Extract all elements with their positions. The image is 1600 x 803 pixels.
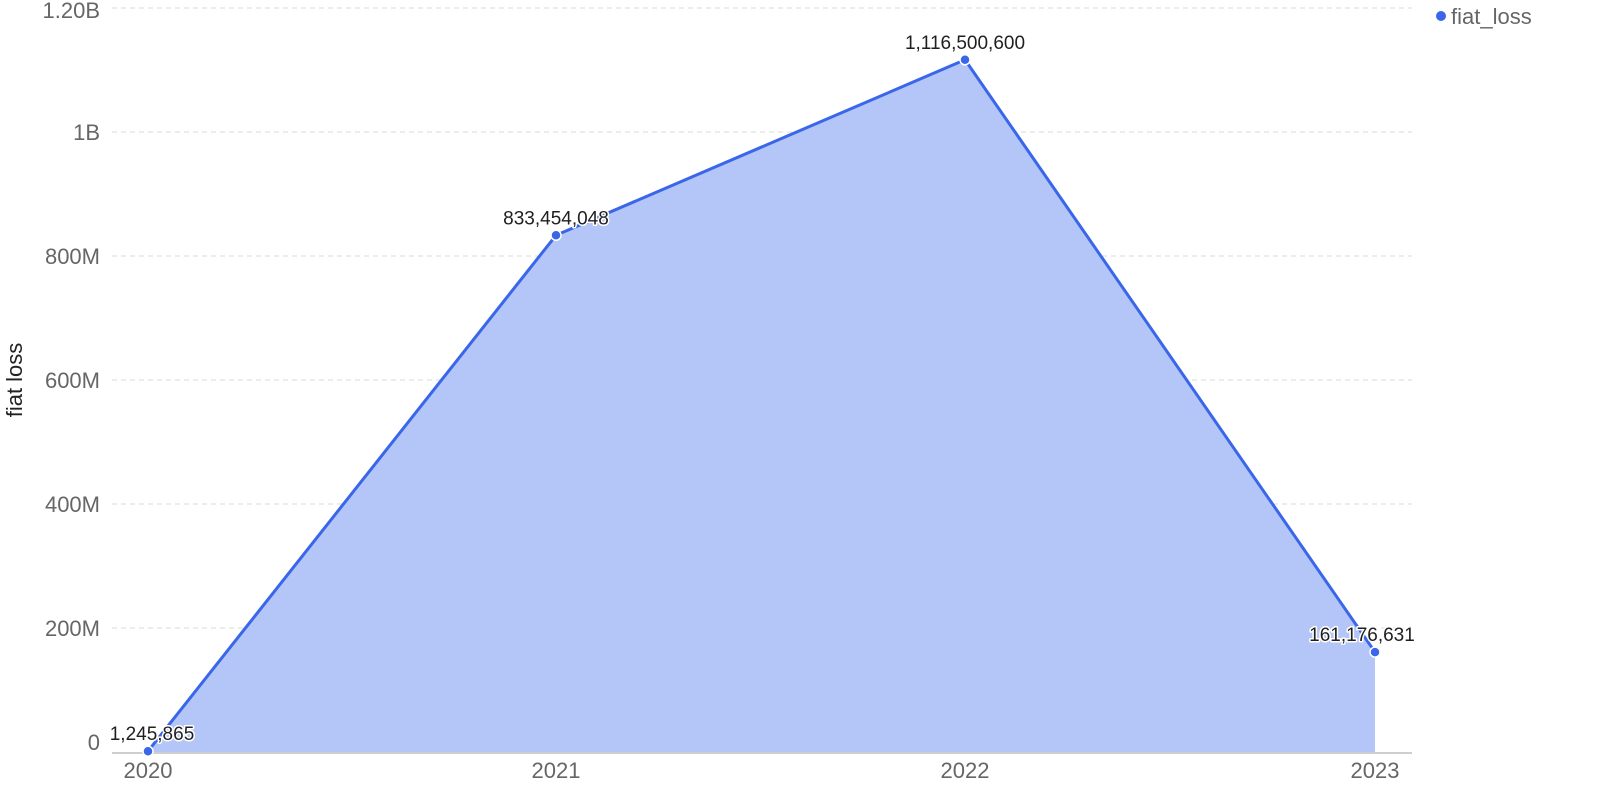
y-tick-label: 0 bbox=[88, 730, 100, 755]
data-point[interactable] bbox=[959, 54, 971, 66]
y-tick-label: 1B bbox=[73, 120, 100, 145]
data-point[interactable] bbox=[550, 229, 562, 242]
y-tick-label: 200M bbox=[45, 616, 100, 641]
y-axis-title: fiat loss bbox=[2, 343, 27, 418]
data-label: 1,245,865 bbox=[110, 724, 195, 745]
series-points bbox=[142, 54, 1381, 757]
data-point[interactable] bbox=[142, 745, 154, 757]
legend-marker-fiat-loss bbox=[1436, 11, 1446, 21]
y-tick-label: 600M bbox=[45, 368, 100, 393]
line-fiat-loss bbox=[146, 58, 1377, 753]
x-tick-label: 2022 bbox=[941, 758, 990, 783]
y-tick-label: 800M bbox=[45, 244, 100, 269]
x-tick-label: 2023 bbox=[1351, 758, 1400, 783]
series-area bbox=[146, 58, 1377, 753]
area-fill-fiat-loss bbox=[148, 59, 1375, 752]
x-tick-label: 2021 bbox=[532, 758, 581, 783]
data-point[interactable] bbox=[1369, 646, 1381, 658]
legend-label-fiat-loss[interactable]: fiat_loss bbox=[1451, 4, 1532, 29]
axes: 0 200M 400M 600M 800M 1B 1.20B 2020 2021 2022 2023 bbox=[43, 0, 1412, 783]
data-labels: 1,245,865 833,454,048 1,116,500,600 161,176… bbox=[108, 31, 1416, 746]
y-tick-label: 400M bbox=[45, 492, 100, 517]
legend[interactable]: fiat_loss bbox=[1436, 4, 1532, 29]
y-tick-label: 1.20B bbox=[43, 0, 101, 23]
data-label: 833,454,048 bbox=[503, 208, 609, 229]
data-label: 161,176,631 bbox=[1309, 625, 1415, 646]
x-tick-label: 2020 bbox=[124, 758, 173, 783]
data-label: 1,116,500,600 bbox=[905, 33, 1025, 54]
